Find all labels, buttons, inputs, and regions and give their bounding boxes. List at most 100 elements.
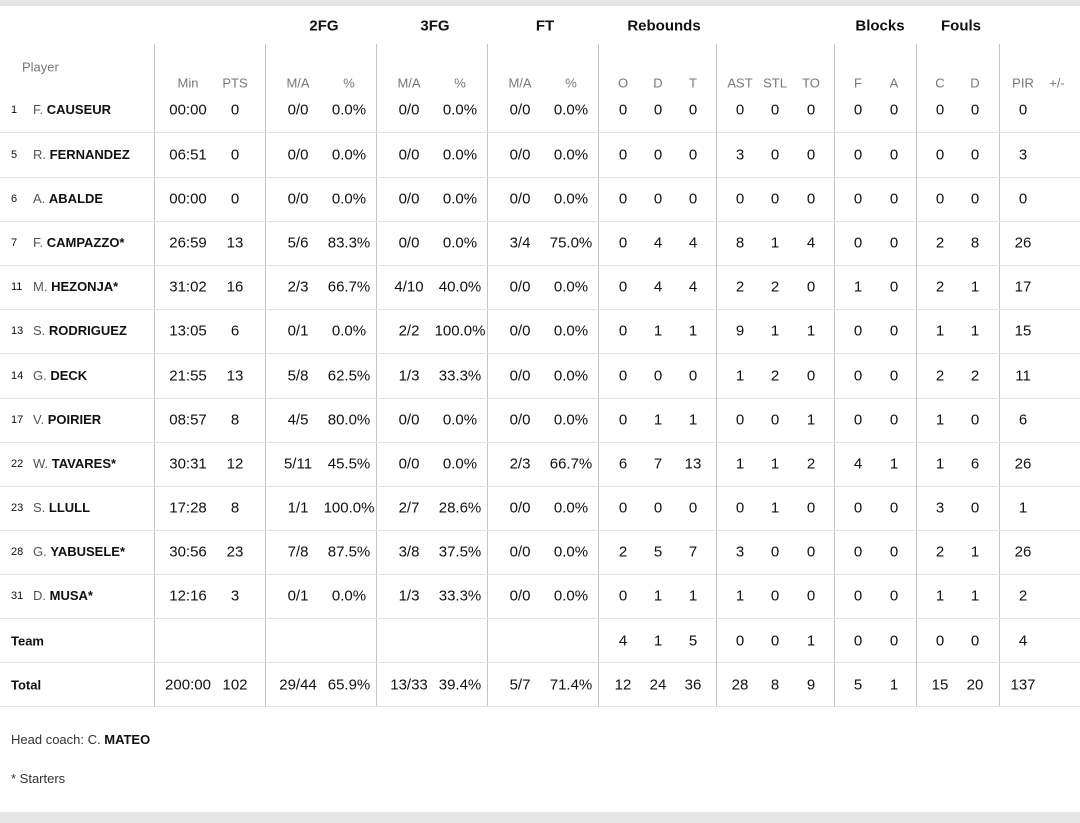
stat-cell: 0 [853, 101, 863, 119]
player-last-name[interactable]: TAVARES* [51, 456, 117, 471]
stat-cell: 0.0% [553, 499, 589, 517]
stat-cell: 17:28 [169, 499, 207, 517]
stat-cell: 2/3 [287, 278, 309, 296]
stat-cell: 8 [735, 234, 745, 252]
stat-cell: 3 [230, 587, 240, 605]
column-header: % [454, 75, 466, 91]
row-separator [0, 706, 1080, 707]
stat-cell: 8 [970, 234, 980, 252]
stat-cell: 40.0% [438, 278, 482, 296]
stat-cell: 2 [935, 367, 945, 385]
row-separator [0, 662, 1080, 663]
total-row-label: Total [11, 677, 42, 693]
column-divider [598, 44, 599, 706]
stat-cell: 4 [688, 234, 698, 252]
stat-cell: 0/0 [509, 499, 531, 517]
player-last-name[interactable]: POIRIER [47, 412, 102, 427]
group-header-fouls: Fouls [941, 17, 981, 35]
player-name: S. LLULL [33, 499, 90, 517]
team-stat-cell: 0 [889, 632, 899, 650]
stat-cell: 45.5% [327, 455, 371, 473]
player-last-name[interactable]: FERNANDEZ [49, 147, 130, 162]
stat-cell: 3 [935, 499, 945, 517]
player-last-name[interactable]: CAMPAZZO* [46, 235, 125, 250]
player-last-name[interactable]: MUSA* [49, 588, 93, 603]
stat-cell: 62.5% [327, 367, 371, 385]
stat-cell: 0 [618, 101, 628, 119]
stat-cell: 2 [735, 278, 745, 296]
stat-cell: 0.0% [442, 146, 478, 164]
stat-cell: 66.7% [549, 455, 593, 473]
stat-cell: 0.0% [553, 411, 589, 429]
stat-cell: 5 [653, 543, 663, 561]
stat-cell: 21:55 [169, 367, 207, 385]
stat-cell: 1 [735, 367, 745, 385]
player-last-name[interactable]: CAUSEUR [46, 102, 112, 117]
player-last-name[interactable]: HEZONJA* [51, 279, 119, 294]
group-header-ft: FT [535, 17, 555, 35]
total-stat-cell: 200:00 [165, 676, 211, 694]
stat-cell: 0 [970, 190, 980, 208]
stat-cell: 6 [970, 455, 980, 473]
column-divider [716, 44, 717, 706]
player-last-name[interactable]: YABUSELE* [50, 544, 125, 559]
stat-cell: 0 [735, 499, 745, 517]
stat-cell: 13 [226, 234, 244, 252]
stat-cell: 1 [970, 278, 980, 296]
player-last-name[interactable]: ABALDE [48, 191, 104, 206]
stat-cell: 0 [853, 543, 863, 561]
column-divider [487, 44, 488, 706]
stat-cell: 1 [935, 455, 945, 473]
stat-cell: 0/0 [287, 146, 309, 164]
column-divider [154, 44, 155, 706]
stat-cell: 0.0% [442, 101, 478, 119]
stat-cell: 0.0% [442, 190, 478, 208]
stat-cell: 0 [889, 367, 899, 385]
team-stat-cell: 4 [1018, 632, 1028, 650]
total-stat-cell: 29/44 [279, 676, 317, 694]
player-first-initial: V. [33, 412, 48, 427]
stat-cell: 0/0 [509, 411, 531, 429]
stat-cell: 0 [806, 190, 816, 208]
row-separator [0, 574, 1080, 575]
stat-cell: 0 [853, 587, 863, 605]
player-last-name[interactable]: DECK [50, 368, 88, 383]
stat-cell: 13 [684, 455, 702, 473]
player-name: D. MUSA* [33, 587, 93, 605]
stat-cell: 0/0 [287, 101, 309, 119]
stat-cell: 0 [735, 101, 745, 119]
stat-cell: 2/3 [509, 455, 531, 473]
stat-cell: 0.0% [442, 234, 478, 252]
player-last-name[interactable]: LLULL [48, 500, 91, 515]
column-header: PTS [222, 75, 248, 91]
player-last-name[interactable]: RODRIGUEZ [48, 323, 127, 338]
player-number: 23 [11, 502, 24, 514]
column-divider [376, 44, 377, 706]
total-stat-cell: 13/33 [390, 676, 428, 694]
stat-cell: 0 [688, 499, 698, 517]
stat-cell: 100.0% [323, 499, 375, 517]
stat-cell: 100.0% [434, 322, 486, 340]
stat-cell: 0 [889, 499, 899, 517]
stat-cell: 1 [889, 455, 899, 473]
stat-cell: 17 [1014, 278, 1032, 296]
stat-cell: 1 [653, 587, 663, 605]
stat-cell: 5/8 [287, 367, 309, 385]
stat-cell: 0 [806, 146, 816, 164]
stat-cell: 11 [1015, 367, 1031, 385]
stat-cell: 4 [806, 234, 816, 252]
stat-cell: 0 [806, 587, 816, 605]
stat-cell: 0 [853, 234, 863, 252]
column-header: A [889, 75, 899, 91]
player-first-initial: S. [33, 500, 49, 515]
stat-cell: 0.0% [553, 146, 589, 164]
stat-cell: 0 [653, 499, 663, 517]
stat-cell: 1/3 [398, 367, 420, 385]
stat-cell: 7 [688, 543, 698, 561]
stat-cell: 9 [735, 322, 745, 340]
head-coach-prefix: Head coach: C. [11, 732, 101, 747]
stat-cell: 6 [618, 455, 628, 473]
stat-cell: 1 [935, 411, 945, 429]
stat-cell: 0 [889, 101, 899, 119]
stat-cell: 3 [735, 543, 745, 561]
